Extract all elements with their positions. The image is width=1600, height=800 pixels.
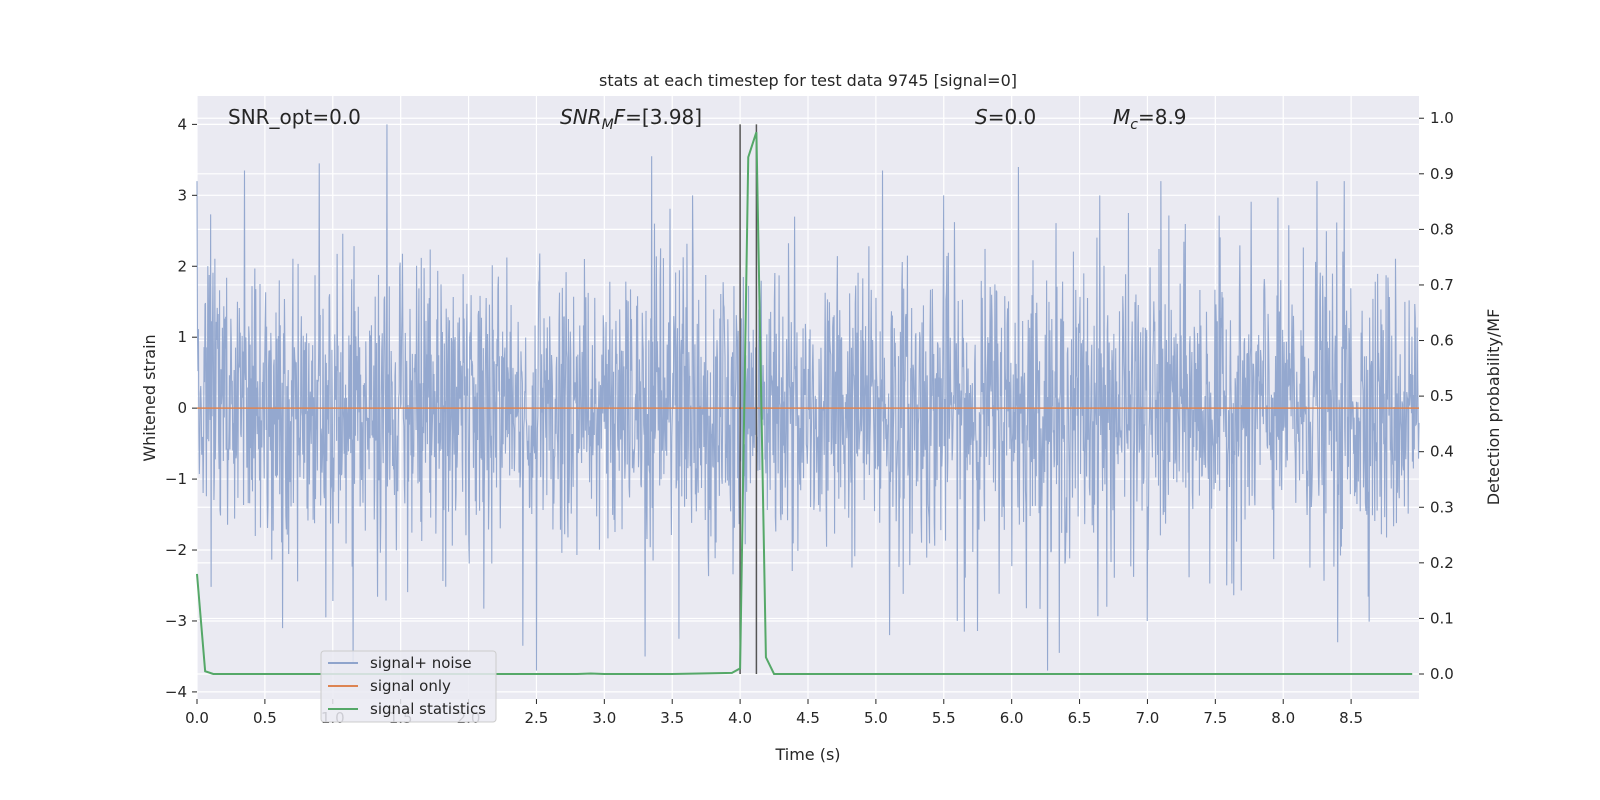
annotation-mc: Mc=8.9 (1113, 105, 1187, 133)
y-axis-label-right: Detection probability/MF (1484, 309, 1503, 506)
annotation-snr-mf: SNRMF=[3.98] (560, 105, 702, 133)
signal-noise-series (196, 124, 1420, 671)
chart-title: stats at each timestep for test data 974… (599, 71, 1017, 90)
legend-box (320, 650, 497, 723)
y-left-tick-label: −4 (165, 683, 187, 701)
y-right-tick-label: 0.8 (1430, 220, 1454, 238)
annotation-snr-opt: SNR_opt=0.0 (228, 105, 361, 129)
y-right-tick-label: 0.6 (1430, 332, 1454, 350)
y-left-tick-label: 3 (177, 186, 187, 204)
x-tick-label: 0.5 (253, 709, 277, 727)
y-right-tick-label: 1.0 (1430, 109, 1454, 127)
x-tick-label: 0.0 (185, 709, 209, 727)
x-tick-label: 6.5 (1068, 709, 1092, 727)
marker-lines (739, 124, 758, 674)
x-tick-label: 5.5 (932, 709, 956, 727)
x-tick-label: 5.0 (864, 709, 888, 727)
y-left-tick-label: 2 (177, 257, 187, 275)
legend-label-noise: signal+ noise (370, 654, 472, 672)
y-left-tick-label: −1 (165, 470, 187, 488)
x-tick-label: 8.0 (1271, 709, 1295, 727)
x-tick-label: 7.0 (1136, 709, 1160, 727)
y-right-tick-label: 0.0 (1430, 665, 1454, 683)
legend-label-statistics: signal statistics (370, 700, 486, 718)
legend-label-signal-only: signal only (370, 677, 451, 695)
y-right-tick-label: 0.7 (1430, 276, 1454, 294)
x-tick-label: 2.5 (525, 709, 549, 727)
y-right-tick-label: 0.9 (1430, 165, 1454, 183)
y-right-tick-label: 0.5 (1430, 387, 1454, 405)
x-tick-label: 7.5 (1203, 709, 1227, 727)
y-left-tick-label: −2 (165, 541, 187, 559)
y-right-tick-label: 0.2 (1430, 554, 1454, 572)
y-axis-label-left: Whitened strain (140, 334, 159, 461)
annotation-s: S=0.0 (975, 105, 1036, 129)
y-right-tick-labels: 0.0 0.1 0.2 0.3 0.4 0.5 0.6 0.7 0.8 0.9 1.0 (1419, 109, 1454, 683)
y-left-tick-label: −3 (165, 612, 187, 630)
signal-noise-line (196, 124, 1420, 671)
x-tick-label: 8.5 (1339, 709, 1363, 727)
y-left-tick-labels: −4 −3 −2 −1 0 1 2 3 4 (165, 115, 197, 701)
y-right-tick-label: 0.4 (1430, 443, 1454, 461)
y-right-tick-label: 0.1 (1430, 609, 1454, 627)
x-axis-label: Time (s) (774, 745, 840, 764)
y-right-tick-label: 0.3 (1430, 498, 1454, 516)
x-tick-label: 3.5 (660, 709, 684, 727)
x-tick-label: 6.0 (1000, 709, 1024, 727)
y-left-tick-label: 1 (177, 328, 187, 346)
x-tick-label: 4.5 (796, 709, 820, 727)
x-tick-label: 3.0 (592, 709, 616, 727)
legend: signal+ noise signal only signal statist… (320, 650, 497, 723)
y-left-tick-label: 0 (177, 399, 187, 417)
y-left-tick-label: 4 (177, 115, 187, 133)
x-tick-label: 4.0 (728, 709, 752, 727)
